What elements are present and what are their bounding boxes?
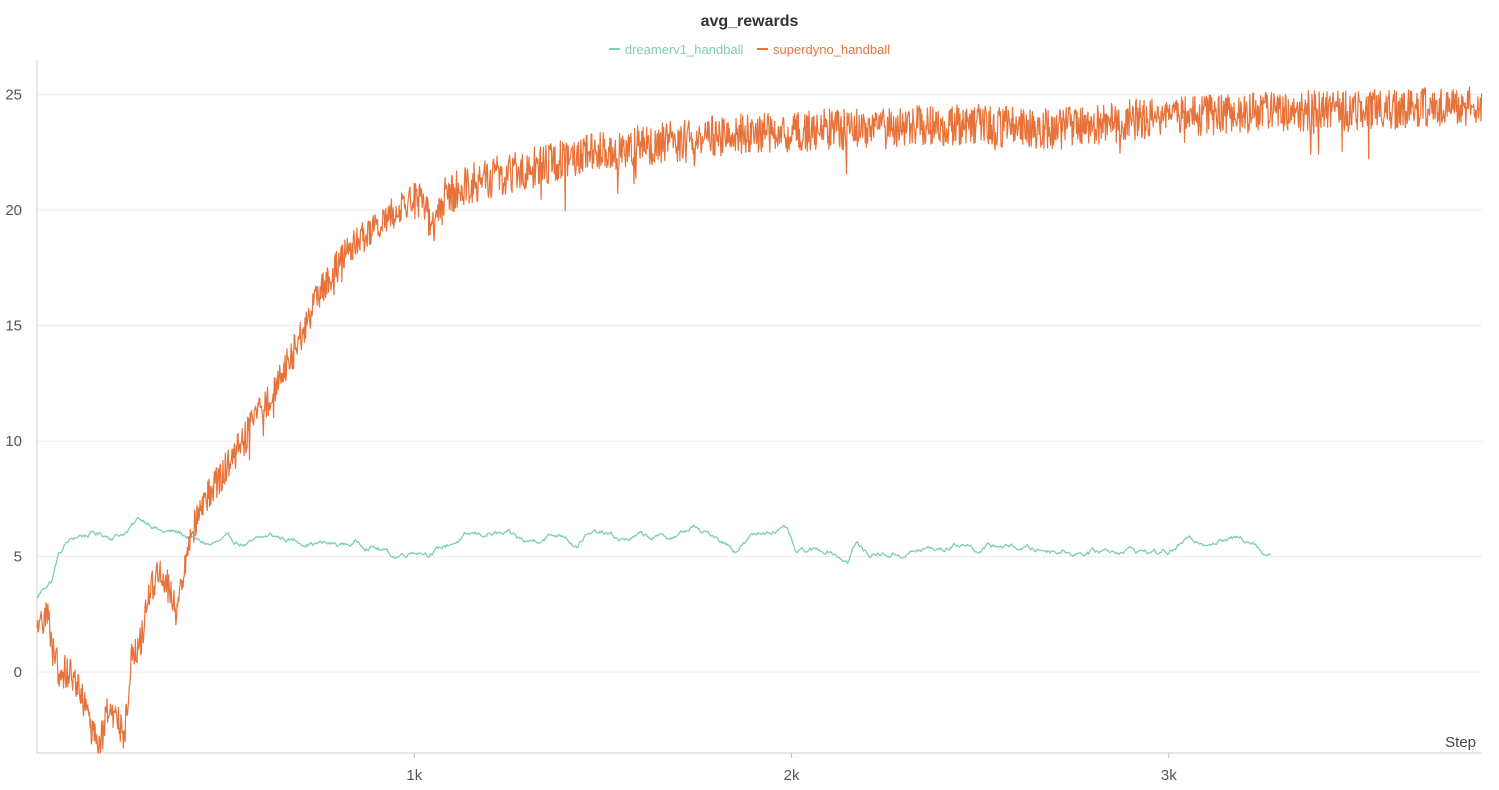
legend-item-dreamerv1[interactable]: dreamerv1_handball — [608, 41, 744, 57]
y-tick-label: 5 — [14, 549, 22, 566]
x-tick-label: 1k — [406, 767, 422, 784]
y-tick-label: 0 — [14, 664, 22, 681]
y-tick-label: 25 — [5, 87, 22, 104]
y-tick-label: 20 — [5, 202, 22, 219]
series-lines[interactable] — [36, 86, 1483, 754]
legend-label-dreamerv1: dreamerv1_handball — [624, 41, 744, 57]
x-axis-title: Step — [1445, 734, 1476, 751]
series-line-superdyno[interactable] — [36, 86, 1483, 754]
x-tick-label: 3k — [1161, 767, 1177, 784]
chart-title: avg_rewards — [700, 13, 799, 30]
legend-swatch-dreamerv1 — [608, 48, 620, 50]
series-line-dreamerv1[interactable] — [36, 516, 1272, 598]
legend-item-superdyno[interactable]: superdyno_handball — [757, 42, 890, 57]
legend-swatch-superdyno — [757, 48, 769, 50]
legend-label-superdyno: superdyno_handball — [773, 41, 891, 57]
x-tick-label: 2k — [784, 767, 800, 784]
legend: dreamerv1_handball superdyno_handball — [0, 38, 1499, 57]
y-tick-label: 15 — [5, 318, 22, 335]
axes: 0 5 10 15 20 25 1k 2k 3k Step — [5, 60, 1482, 784]
grid — [37, 94, 1482, 673]
y-tick-label: 10 — [5, 433, 22, 450]
